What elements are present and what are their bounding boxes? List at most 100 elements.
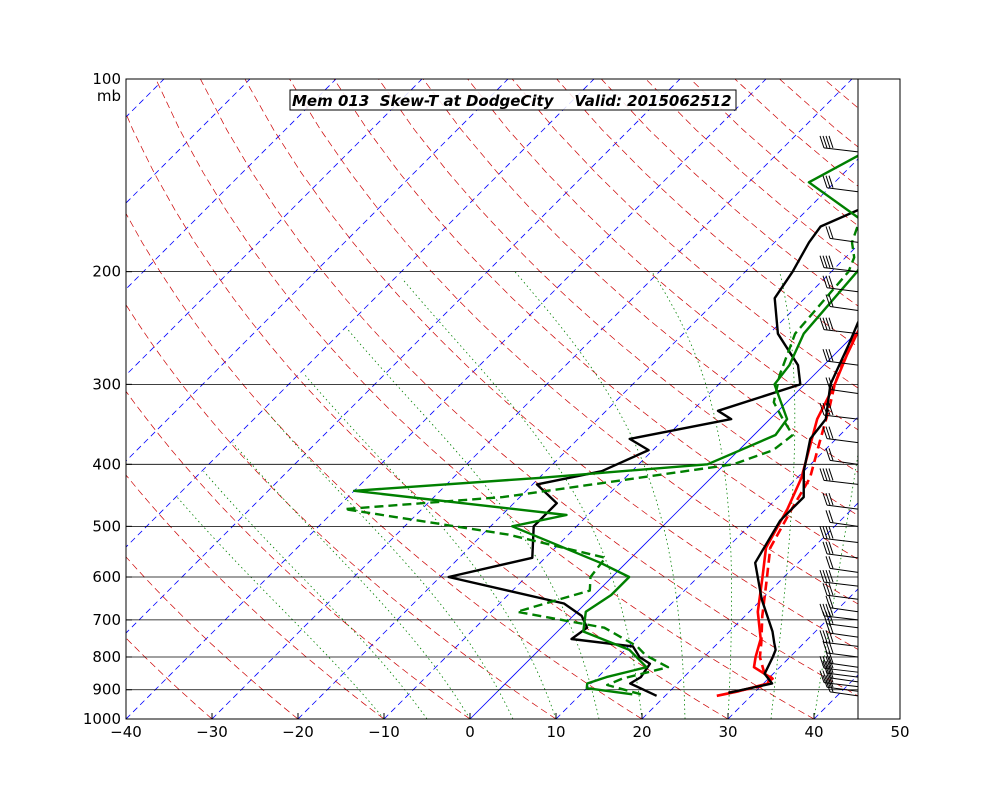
wind-barb-flag [825,583,831,596]
wind-barb-shaft [823,615,859,621]
wind-barb [825,448,859,465]
dry-adiabat-line [126,637,213,719]
isotherm-line [126,79,595,548]
profile-series-2 [728,327,858,695]
wind-barb [825,595,859,613]
isotherm-line [126,79,165,118]
wind-barb-flag [828,569,834,583]
wind-barb-flag [828,402,834,416]
wind-barb-flag [819,255,825,268]
moist-adiabat-line [203,470,428,719]
y-unit-label: mb [97,87,121,105]
wind-barb-shaft [829,662,859,668]
dry-adiabat-line [378,79,858,516]
y-tick-label: 500 [92,517,121,535]
wind-barb-flag [825,294,831,307]
wind-barb-flag [825,556,831,569]
x-tick-label: −10 [368,723,400,741]
wind-barb [822,275,859,293]
profile-series-1 [716,328,858,698]
wind-barb-shaft [823,479,859,485]
wind-barb-shaft [826,438,859,444]
isotherm-line [126,79,767,719]
wind-barb-flag [828,526,834,539]
dry-adiabat-line [690,79,858,227]
wind-barb-flag [822,541,828,554]
wind-barb-flag [822,492,828,506]
x-tick-label: 0 [465,723,475,741]
wind-barb-flag [822,255,828,268]
dry-adiabat-line [869,79,1000,719]
y-tick-label: 300 [92,375,121,393]
wind-barb-flag [825,595,831,608]
x-tick-label: 10 [546,723,565,741]
wind-barb [819,569,859,587]
wind-barb-shaft [829,567,859,573]
x-tick-label: −40 [110,723,142,741]
y-tick-label: 200 [92,263,121,281]
wind-barb-flag [822,175,828,188]
wind-barb-flag [828,583,834,596]
y-tick-label: 900 [92,681,121,699]
dry-adiabat-line [823,79,858,109]
wind-barb [825,377,859,394]
plot-frame [125,78,901,720]
y-tick-label: 1000 [83,710,121,728]
x-tick-label: 20 [632,723,651,741]
wind-barb-flag [819,630,825,643]
wind-barb-flag [825,541,831,554]
dry-adiabat-line [126,556,299,719]
wind-barb-flag [822,135,828,149]
isotherm-line [126,79,509,462]
wind-barb-flag [825,651,831,664]
wind-barb-flag [822,402,828,416]
isotherm-line [813,674,858,719]
isotherm-line [126,79,681,634]
wind-barb-shaft [829,632,859,638]
wind-barb [825,510,859,527]
wind-barb-flag [825,492,831,506]
wind-barb [819,317,859,335]
dry-adiabat-line [333,79,858,560]
wind-barb-flag [822,670,828,683]
wind-barb [825,556,859,573]
wind-barb-shaft [826,287,859,293]
wind-barb-shaft [823,581,859,587]
wind-barb-flag [822,656,828,669]
moist-adiabat-line [265,410,514,719]
wind-barb-flag [828,175,834,188]
wind-barb-flag [822,275,828,288]
wind-barb-flag [822,640,828,654]
dry-adiabat-line [601,79,858,307]
wind-barb-flag [825,377,831,390]
wind-barb-flag [819,569,825,583]
wind-barb-flag [828,426,834,439]
wind-barb-shaft [823,414,859,420]
moist-adiabat-line [770,271,796,719]
wind-barb-flag [825,656,831,669]
dry-adiabat-line [126,304,557,719]
profile-series-6 [343,221,858,696]
wind-barb-shaft [829,677,859,683]
wind-barb-flag [822,660,828,674]
moist-adiabat-line [176,496,385,719]
wind-barb [819,255,859,273]
dry-adiabat-line [467,79,858,431]
wind-barb-shaft [829,306,859,312]
y-tick-label: 600 [92,568,121,586]
wind-barb-flag [825,510,831,523]
wind-barb-shaft [823,147,859,153]
y-tick-label: 100 [92,70,121,88]
x-tick-label: 50 [890,723,909,741]
x-tick-label: −30 [196,723,228,741]
wind-barb-flag [828,255,834,268]
wind-barb-shaft [823,538,859,544]
wind-barb-shaft [826,623,859,629]
isotherm-line [383,244,858,719]
wind-barb-shaft [826,686,859,692]
dry-adiabat-line [126,112,729,719]
wind-barb-shaft [826,652,859,658]
wind-barb-flag [822,317,828,330]
wind-barb-flag [825,675,831,688]
wind-barb-shaft [826,553,859,559]
